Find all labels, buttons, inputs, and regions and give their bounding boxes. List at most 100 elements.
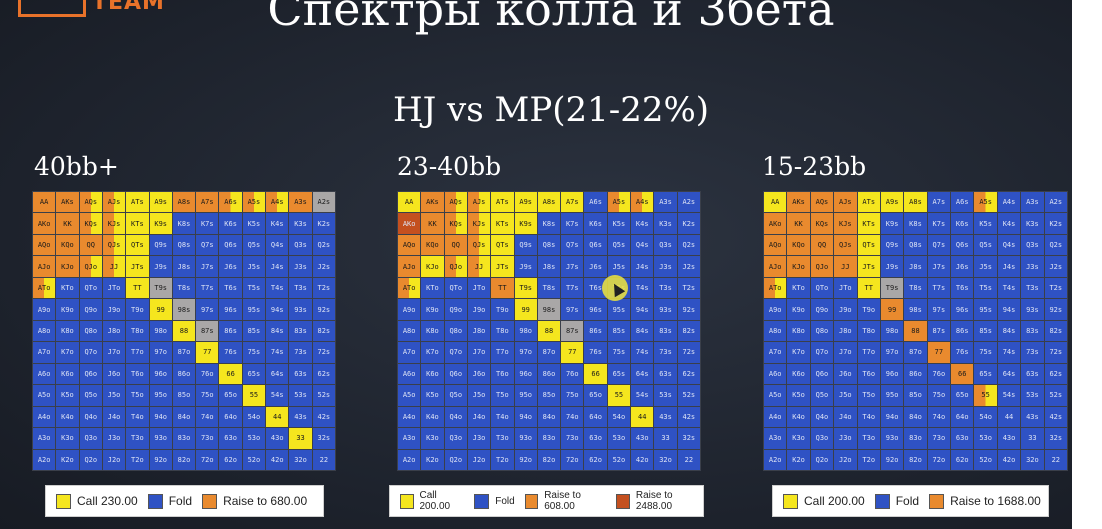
hand-cell-QTo: QTo — [810, 277, 834, 299]
hand-cell-94s: 94s — [997, 299, 1021, 320]
hand-cell-Q7s: Q7s — [927, 234, 951, 256]
hand-cell-KQs: KQs — [79, 213, 102, 234]
hand-cell-K5o: K5o — [56, 385, 79, 406]
hand-cell-Q5s: Q5s — [607, 234, 631, 256]
hand-cell-43s: 43s — [654, 406, 677, 428]
hand-cell-KTo: KTo — [787, 277, 810, 299]
hand-cell-Q2o: Q2o — [810, 449, 834, 470]
hand-cell-J4s: J4s — [631, 256, 654, 277]
hand-cell-KJo: KJo — [787, 256, 810, 277]
hand-cell-AJo: AJo — [33, 256, 56, 277]
hand-cell-T5o: T5o — [857, 385, 880, 406]
hand-cell-Q6s: Q6s — [951, 234, 974, 256]
hand-cell-86o: 86o — [904, 363, 927, 385]
hand-cell-98s: 98s — [172, 299, 196, 320]
hand-cell-KJs: KJs — [834, 213, 857, 234]
hand-cell-J8s: J8s — [537, 256, 561, 277]
hand-cell-KTs: KTs — [857, 213, 880, 234]
hand-cell-92s: 92s — [1044, 299, 1067, 320]
hand-cell-K2o: K2o — [56, 449, 79, 470]
hand-cell-A3o: A3o — [398, 428, 421, 449]
hand-cell-J2s: J2s — [677, 256, 700, 277]
hand-cell-A7s: A7s — [196, 192, 219, 213]
hand-cell-64s: 64s — [266, 363, 289, 385]
hand-cell-65s: 65s — [242, 363, 266, 385]
hand-cell-J4s: J4s — [266, 256, 289, 277]
hand-cell-A2o: A2o — [33, 449, 56, 470]
hand-cell-AQs: AQs — [79, 192, 102, 213]
hand-cell-T9o: T9o — [857, 299, 880, 320]
hand-cell-Q9o: Q9o — [810, 299, 834, 320]
hand-cell-76s: 76s — [219, 342, 242, 363]
hand-cell-K3o: K3o — [56, 428, 79, 449]
hand-cell-KTo: KTo — [421, 277, 444, 299]
hand-cell-J2o: J2o — [834, 449, 857, 470]
hand-cell-Q6s: Q6s — [219, 234, 242, 256]
hand-cell-55: 55 — [974, 385, 997, 406]
hand-cell-Q3o: Q3o — [810, 428, 834, 449]
hand-cell-73s: 73s — [289, 342, 312, 363]
hand-cell-A4o: A4o — [398, 406, 421, 428]
hand-cell-62o: 62o — [951, 449, 974, 470]
hand-cell-82s: 82s — [1044, 320, 1067, 342]
hand-cell-J3o: J3o — [467, 428, 491, 449]
hand-cell-QQ: QQ — [79, 234, 102, 256]
hand-cell-AKs: AKs — [421, 192, 444, 213]
hand-cell-97o: 97o — [149, 342, 172, 363]
hand-cell-A7o: A7o — [398, 342, 421, 363]
hand-cell-K3s: K3s — [654, 213, 677, 234]
hand-cell-65s: 65s — [974, 363, 997, 385]
hand-cell-32s: 32s — [1044, 428, 1067, 449]
hand-cell-Q8o: Q8o — [810, 320, 834, 342]
hand-cell-73o: 73o — [196, 428, 219, 449]
hand-cell-T8o: T8o — [491, 320, 514, 342]
hand-cell-ATo: ATo — [33, 277, 56, 299]
hand-cell-88: 88 — [172, 320, 196, 342]
hand-cell-T7s: T7s — [196, 277, 219, 299]
hand-cell-AJs: AJs — [467, 192, 491, 213]
hand-cell-43s: 43s — [289, 406, 312, 428]
hand-cell-63o: 63o — [951, 428, 974, 449]
hand-cell-53s: 53s — [654, 385, 677, 406]
hand-cell-T9s: T9s — [514, 277, 537, 299]
hand-cell-AQo: AQo — [33, 234, 56, 256]
hand-cell-A9s: A9s — [149, 192, 172, 213]
hand-cell-Q2o: Q2o — [79, 449, 102, 470]
hand-cell-84o: 84o — [904, 406, 927, 428]
hand-cell-K9s: K9s — [514, 213, 537, 234]
hand-cell-A4o: A4o — [33, 406, 56, 428]
hand-cell-Q3o: Q3o — [444, 428, 467, 449]
hand-cell-Q3s: Q3s — [1021, 234, 1044, 256]
hand-cell-K2o: K2o — [787, 449, 810, 470]
hand-cell-54o: 54o — [242, 406, 266, 428]
hand-cell-62o: 62o — [219, 449, 242, 470]
hand-cell-J7o: J7o — [467, 342, 491, 363]
hand-cell-J3s: J3s — [289, 256, 312, 277]
hand-cell-KQo: KQo — [421, 234, 444, 256]
hand-cell-A8o: A8o — [398, 320, 421, 342]
hand-cell-J5o: J5o — [467, 385, 491, 406]
hand-cell-T6s: T6s — [951, 277, 974, 299]
hand-cell-77: 77 — [561, 342, 584, 363]
slide-subtitle: HJ vs MP(21-22%) — [392, 90, 710, 130]
hand-cell-AQs: AQs — [444, 192, 467, 213]
hand-cell-KJo: KJo — [421, 256, 444, 277]
hand-cell-T2s: T2s — [1044, 277, 1067, 299]
hand-cell-K5s: K5s — [607, 213, 631, 234]
hand-cell-T2s: T2s — [312, 277, 335, 299]
legend-23-40bb: Call 200.00 Fold Raise to 608.00 Raise to 2… — [389, 485, 704, 517]
hand-cell-83o: 83o — [904, 428, 927, 449]
legend-item: Fold — [874, 493, 919, 509]
hand-cell-Q3o: Q3o — [79, 428, 102, 449]
hand-cell-97s: 97s — [561, 299, 584, 320]
legend-label: Call 200.00 — [419, 490, 451, 512]
hand-cell-KJs: KJs — [467, 213, 491, 234]
hand-cell-92s: 92s — [677, 299, 700, 320]
range-grid-23-40bb: AA AKs AQs AJs ATs A9s A8s A7s A6s A5s A4s A3s A2s AK… — [397, 191, 701, 471]
hand-cell-KJs: KJs — [102, 213, 126, 234]
hand-cell-J3s: J3s — [1021, 256, 1044, 277]
hand-cell-43o: 43o — [997, 428, 1021, 449]
hand-cell-K7o: K7o — [56, 342, 79, 363]
hand-cell-K7s: K7s — [927, 213, 951, 234]
hand-cell-T5s: T5s — [974, 277, 997, 299]
